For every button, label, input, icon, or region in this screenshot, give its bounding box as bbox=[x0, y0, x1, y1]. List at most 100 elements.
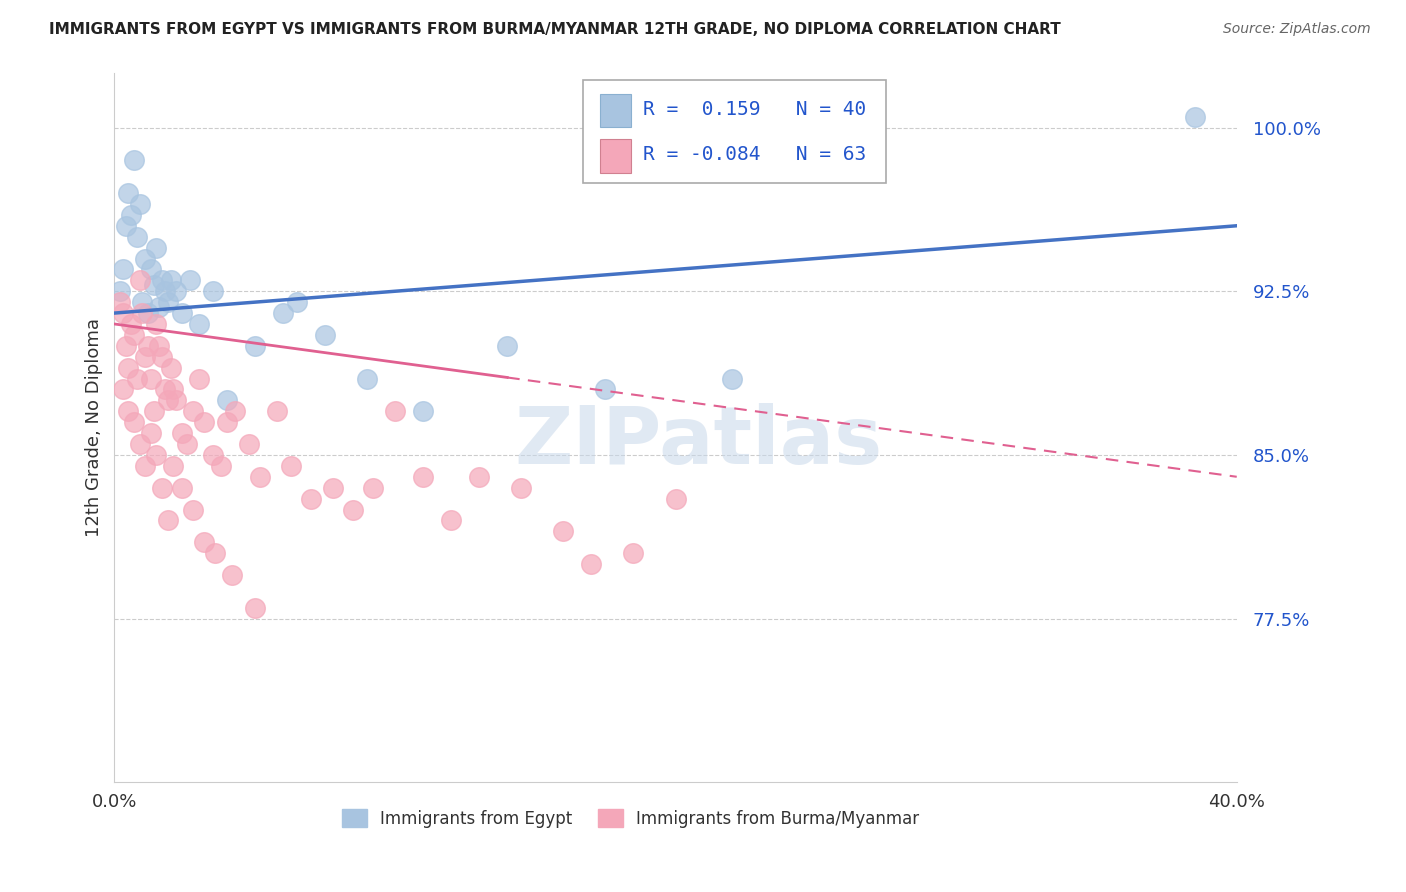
Point bbox=[159, 360, 181, 375]
Point bbox=[136, 339, 159, 353]
Point bbox=[496, 339, 519, 353]
Point bbox=[153, 383, 176, 397]
Point bbox=[139, 426, 162, 441]
Point bbox=[150, 350, 173, 364]
Point bbox=[170, 426, 193, 441]
Point bbox=[120, 317, 142, 331]
Point bbox=[356, 371, 378, 385]
Point bbox=[271, 306, 294, 320]
Point bbox=[187, 317, 209, 331]
Point bbox=[114, 339, 136, 353]
Point bbox=[125, 229, 148, 244]
Point bbox=[412, 404, 434, 418]
Point bbox=[285, 295, 308, 310]
Point bbox=[122, 415, 145, 429]
Point bbox=[117, 360, 139, 375]
Point bbox=[720, 371, 742, 385]
Point bbox=[201, 285, 224, 299]
Point bbox=[201, 448, 224, 462]
Point bbox=[142, 404, 165, 418]
Point bbox=[209, 458, 232, 473]
Text: IMMIGRANTS FROM EGYPT VS IMMIGRANTS FROM BURMA/MYANMAR 12TH GRADE, NO DIPLOMA CO: IMMIGRANTS FROM EGYPT VS IMMIGRANTS FROM… bbox=[49, 22, 1062, 37]
Point bbox=[179, 273, 201, 287]
Point bbox=[134, 350, 156, 364]
Point bbox=[280, 458, 302, 473]
Point bbox=[510, 481, 533, 495]
Text: ZIPatlas: ZIPatlas bbox=[513, 403, 882, 481]
Y-axis label: 12th Grade, No Diploma: 12th Grade, No Diploma bbox=[86, 318, 103, 537]
Point bbox=[148, 300, 170, 314]
Legend: Immigrants from Egypt, Immigrants from Burma/Myanmar: Immigrants from Egypt, Immigrants from B… bbox=[336, 803, 927, 834]
Point bbox=[139, 371, 162, 385]
Point bbox=[120, 208, 142, 222]
Point bbox=[145, 317, 167, 331]
Point bbox=[412, 470, 434, 484]
Point bbox=[117, 186, 139, 200]
Point bbox=[361, 481, 384, 495]
Point bbox=[142, 277, 165, 292]
Point bbox=[176, 437, 198, 451]
Point bbox=[125, 371, 148, 385]
Point bbox=[114, 219, 136, 233]
Point bbox=[193, 415, 215, 429]
Point bbox=[181, 502, 204, 516]
Point bbox=[111, 262, 134, 277]
Point bbox=[122, 153, 145, 168]
Point bbox=[156, 295, 179, 310]
Point bbox=[623, 546, 645, 560]
Point bbox=[145, 448, 167, 462]
Point bbox=[122, 327, 145, 342]
Point bbox=[595, 383, 617, 397]
Point bbox=[249, 470, 271, 484]
Point bbox=[170, 481, 193, 495]
Point bbox=[243, 600, 266, 615]
Point bbox=[440, 513, 463, 527]
Point bbox=[117, 404, 139, 418]
Point bbox=[165, 285, 187, 299]
Point bbox=[314, 327, 336, 342]
Point bbox=[108, 285, 131, 299]
Point bbox=[131, 306, 153, 320]
Point bbox=[215, 393, 238, 408]
Point bbox=[581, 557, 603, 571]
Text: R = -0.084   N = 63: R = -0.084 N = 63 bbox=[643, 145, 866, 163]
Point bbox=[150, 481, 173, 495]
Point bbox=[150, 273, 173, 287]
Point bbox=[136, 306, 159, 320]
Point bbox=[108, 295, 131, 310]
Point bbox=[111, 306, 134, 320]
Point bbox=[187, 371, 209, 385]
Point bbox=[128, 437, 150, 451]
Point bbox=[384, 404, 406, 418]
Point bbox=[468, 470, 491, 484]
Point bbox=[266, 404, 288, 418]
Point bbox=[111, 383, 134, 397]
Point bbox=[224, 404, 246, 418]
Point bbox=[145, 241, 167, 255]
Point bbox=[156, 513, 179, 527]
Point bbox=[664, 491, 686, 506]
Point bbox=[131, 295, 153, 310]
Text: R =  0.159   N = 40: R = 0.159 N = 40 bbox=[643, 100, 866, 119]
Point bbox=[215, 415, 238, 429]
Point bbox=[299, 491, 322, 506]
Point bbox=[159, 273, 181, 287]
Point bbox=[221, 568, 243, 582]
Point bbox=[139, 262, 162, 277]
Point bbox=[322, 481, 344, 495]
Point bbox=[128, 273, 150, 287]
Point bbox=[238, 437, 260, 451]
Point bbox=[342, 502, 364, 516]
Point bbox=[128, 197, 150, 211]
Point bbox=[134, 252, 156, 266]
Point bbox=[170, 306, 193, 320]
Point bbox=[553, 524, 575, 539]
Point bbox=[243, 339, 266, 353]
Point bbox=[134, 458, 156, 473]
Point bbox=[193, 535, 215, 549]
Point bbox=[181, 404, 204, 418]
Point bbox=[148, 339, 170, 353]
Point bbox=[204, 546, 226, 560]
Point bbox=[1184, 110, 1206, 124]
Point bbox=[162, 383, 184, 397]
